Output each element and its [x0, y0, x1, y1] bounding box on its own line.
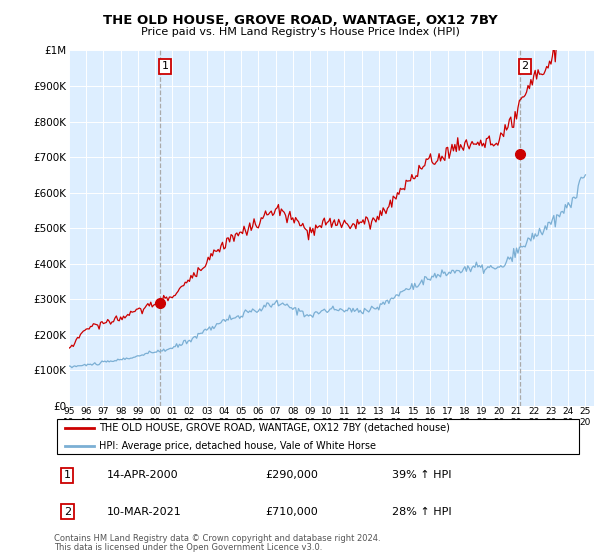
- FancyBboxPatch shape: [56, 419, 580, 455]
- Text: THE OLD HOUSE, GROVE ROAD, WANTAGE, OX12 7BY: THE OLD HOUSE, GROVE ROAD, WANTAGE, OX12…: [103, 14, 497, 27]
- Text: £290,000: £290,000: [265, 470, 318, 480]
- Text: 1: 1: [162, 62, 169, 72]
- Text: 2: 2: [521, 62, 529, 72]
- Text: THE OLD HOUSE, GROVE ROAD, WANTAGE, OX12 7BY (detached house): THE OLD HOUSE, GROVE ROAD, WANTAGE, OX12…: [99, 423, 450, 433]
- Text: 2: 2: [64, 507, 71, 517]
- Text: 28% ↑ HPI: 28% ↑ HPI: [392, 507, 452, 517]
- Text: 1: 1: [64, 470, 71, 480]
- Text: 10-MAR-2021: 10-MAR-2021: [107, 507, 182, 517]
- Text: This data is licensed under the Open Government Licence v3.0.: This data is licensed under the Open Gov…: [54, 543, 322, 552]
- Text: Price paid vs. HM Land Registry's House Price Index (HPI): Price paid vs. HM Land Registry's House …: [140, 27, 460, 38]
- Text: £710,000: £710,000: [265, 507, 318, 517]
- Text: Contains HM Land Registry data © Crown copyright and database right 2024.: Contains HM Land Registry data © Crown c…: [54, 534, 380, 543]
- Text: HPI: Average price, detached house, Vale of White Horse: HPI: Average price, detached house, Vale…: [99, 441, 376, 451]
- Text: 39% ↑ HPI: 39% ↑ HPI: [392, 470, 451, 480]
- Text: 14-APR-2000: 14-APR-2000: [107, 470, 178, 480]
